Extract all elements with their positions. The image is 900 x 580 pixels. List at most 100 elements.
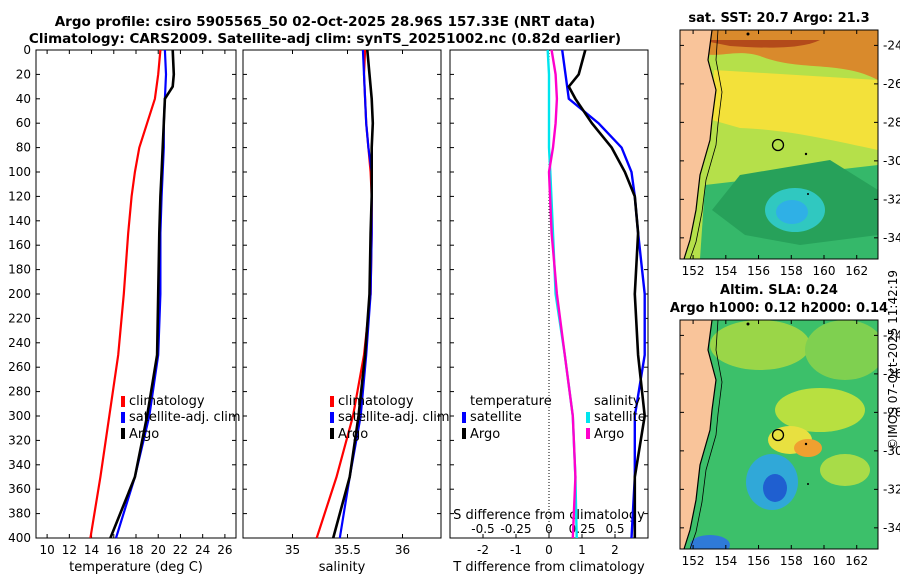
sla-low-south (690, 535, 730, 549)
map-y-tick-label: -34 (883, 521, 900, 535)
depth-tick-label: 40 (16, 92, 31, 106)
sla-high-mid (775, 388, 865, 432)
map-y-tick-label: -28 (883, 115, 900, 129)
map-y-tick-label: -24 (883, 328, 900, 342)
series-line-temperature-argo (567, 49, 647, 538)
legend-satellite-swatch (330, 412, 334, 423)
depth-tick-labels: 0 20 40 60 80 100 120 140 160 180 200 220 240 260 280 3… (8, 43, 648, 545)
sla-land (680, 320, 716, 549)
s-tick-label: -0.5 (471, 522, 494, 536)
legend-s-satellite-swatch (586, 412, 590, 423)
x-tick-label: 16 (106, 543, 121, 557)
legend-climatology-swatch (330, 396, 334, 407)
legend-salinity-heading: salinity (594, 394, 641, 409)
map-y-tick-label: -34 (883, 231, 900, 245)
depth-tick-label: 120 (8, 189, 31, 203)
map-x-tick-label: 158 (780, 554, 803, 568)
legend-climatology-label: climatology (129, 394, 205, 409)
sla-isobath (689, 320, 723, 549)
temperature-series (89, 49, 176, 539)
salinity-axes-frame (242, 49, 442, 539)
sst-map-ticks: 152 154 156 158 160 162 -24 -26 -28 -30 -32 -34 (680, 30, 900, 278)
s-tick-label: 0.5 (605, 522, 624, 536)
figure-title-line1: Argo profile: csiro 5905565_50 02-Oct-20… (54, 14, 596, 30)
s-difference-xlabel: S difference from climatology (453, 508, 645, 523)
series-line-satellite-adj-clim (338, 49, 373, 539)
map-x-tick-label: 160 (813, 554, 836, 568)
map-x-tick-label: 152 (682, 264, 705, 278)
difference-legend: temperature satellite Argo salinity sate… (462, 394, 646, 442)
depth-tick-label: 60 (16, 116, 31, 130)
sst-island (804, 152, 808, 156)
sla-map-title-line2: Argo h1000: 0.12 h2000: 0.14 (670, 301, 888, 316)
legend-t-satellite-label: satellite (470, 410, 522, 425)
depth-tick-label: 260 (8, 360, 31, 374)
x-tick-label: 36 (395, 543, 410, 557)
temperature-legend: climatology satellite-adj. clim Argo (121, 394, 241, 442)
x-tick-label: -1 (510, 543, 522, 557)
s-tick-label: 0 (545, 522, 553, 536)
x-tick-label: 12 (62, 543, 77, 557)
legend-argo-label: Argo (338, 427, 368, 442)
depth-tick-label: 340 (8, 458, 31, 472)
legend-satellite-label: satellite-adj. clim (129, 410, 241, 425)
legend-s-argo-swatch (586, 428, 590, 439)
legend-s-argo-label: Argo (594, 427, 624, 442)
depth-tick-label: 400 (8, 531, 31, 545)
depth-tick-label: 180 (8, 263, 31, 277)
imos-credit: ©IMOS 07-Oct-2025 11:42:19 (886, 269, 900, 450)
sst-map-frame (679, 29, 879, 260)
x-tick-label: 20 (151, 543, 166, 557)
sst-island (746, 32, 750, 36)
series-line-climatology (89, 49, 162, 539)
x-tick-label: 22 (173, 543, 188, 557)
temperature-axes-frame (35, 49, 237, 539)
depth-tick-label: 380 (8, 507, 31, 521)
depth-tick-label: 80 (16, 141, 31, 155)
series-line-salinity-satellite (546, 49, 578, 539)
sla-high-north (710, 320, 810, 370)
x-tick-label: 26 (217, 543, 232, 557)
sst-coastline (683, 30, 717, 259)
map-x-tick-label: 160 (813, 264, 836, 278)
sla-low-core (763, 474, 787, 502)
s-difference-x-ticks: -0.5 -0.25 0 0.25 0.5 (471, 522, 624, 536)
sla-map (680, 320, 878, 549)
map-y-tick-label: -26 (883, 367, 900, 381)
series-line-argo (109, 49, 176, 539)
depth-tick-label: 100 (8, 165, 31, 179)
legend-climatology-swatch (121, 396, 125, 407)
map-x-tick-label: 162 (845, 554, 868, 568)
map-y-tick-label: -32 (883, 482, 900, 496)
legend-t-argo-swatch (462, 428, 466, 439)
sst-yellow-band (712, 70, 878, 150)
x-tick-label: 1 (578, 543, 586, 557)
x-tick-label: 24 (195, 543, 210, 557)
series-line-climatology (315, 49, 373, 539)
depth-tick-label: 20 (16, 67, 31, 81)
difference-series (546, 49, 647, 539)
sla-map-title-line1: Altim. SLA: 0.24 (720, 283, 838, 298)
sst-isobath (689, 30, 723, 259)
sla-map-ticks: 152 154 156 158 160 162 -24 -26 -28 -30 -32 -34 (680, 320, 900, 568)
x-tick-label: 35.5 (334, 543, 361, 557)
sla-high-ne (805, 320, 878, 380)
sst-argo-marker (771, 138, 785, 152)
x-tick-label: -2 (477, 543, 489, 557)
temperature-xlabel: temperature (deg C) (69, 560, 203, 575)
sst-land (680, 30, 716, 259)
map-y-tick-label: -24 (883, 38, 900, 52)
map-y-tick-label: -28 (883, 405, 900, 419)
sla-high-se (820, 454, 870, 486)
sla-map-frame (679, 319, 879, 550)
figure-title-line2: Climatology: CARS2009. Satellite-adj cli… (28, 31, 622, 47)
legend-argo-swatch (121, 428, 125, 439)
map-x-tick-label: 158 (780, 264, 803, 278)
legend-argo-label: Argo (129, 427, 159, 442)
sla-orange-blob (794, 439, 822, 457)
t-difference-xlabel: T difference from climatology (452, 560, 645, 575)
map-y-tick-label: -30 (883, 154, 900, 168)
depth-tick-label: 300 (8, 409, 31, 423)
sla-island (807, 483, 809, 485)
